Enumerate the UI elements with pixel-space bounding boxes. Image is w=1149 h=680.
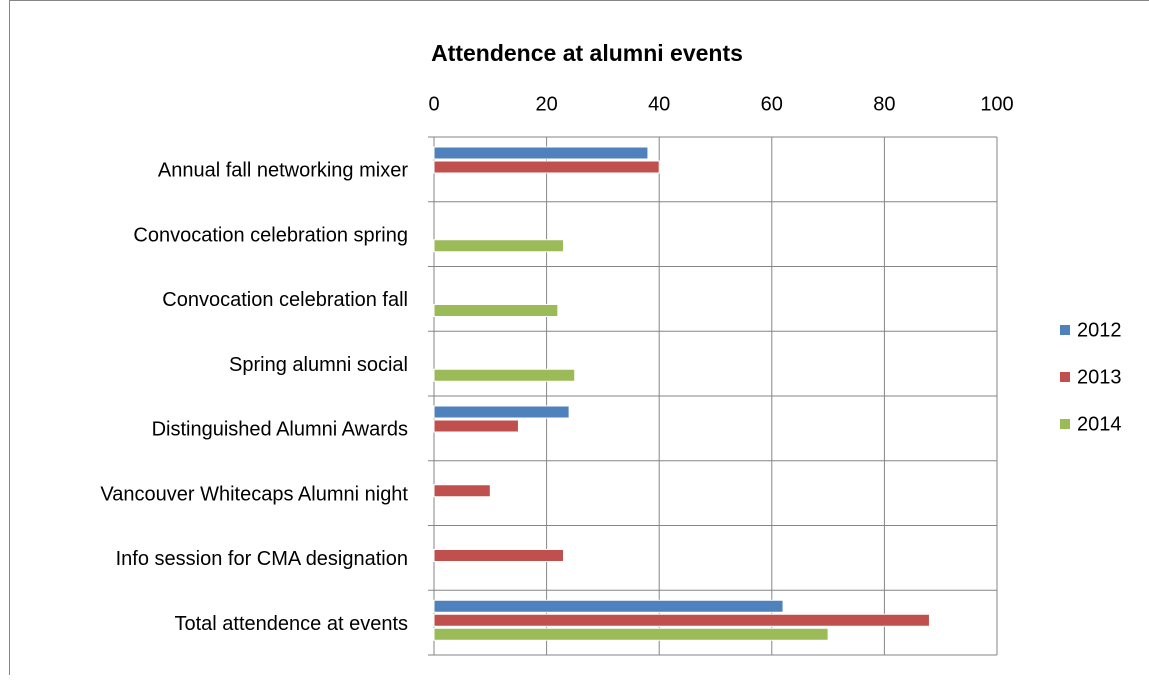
chart-border [10, 1, 1149, 676]
y-tick-label: Spring alumni social [229, 354, 408, 376]
x-tick-label: 40 [648, 93, 670, 115]
y-tick-label: Convocation celebration spring [133, 224, 408, 246]
bar [434, 628, 828, 640]
bar [434, 406, 569, 418]
bar [434, 305, 558, 317]
legend-label: 2012 [1077, 319, 1122, 341]
y-tick-label: Convocation celebration fall [162, 289, 408, 311]
legend-swatch [1060, 419, 1070, 429]
y-tick-label: Distinguished Alumni Awards [152, 419, 408, 441]
bar [434, 240, 563, 252]
bar [434, 614, 929, 626]
bar [434, 369, 575, 381]
legend-swatch [1060, 325, 1070, 335]
bar [434, 147, 648, 159]
legend-label: 2013 [1077, 366, 1122, 388]
x-tick-label: 0 [428, 93, 439, 115]
x-tick-label: 60 [761, 93, 783, 115]
y-tick-label: Vancouver Whitecaps Alumni night [100, 483, 408, 505]
bar [434, 600, 783, 612]
y-tick-label: Total attendence at events [175, 613, 409, 635]
bar [434, 485, 490, 497]
bar [434, 161, 659, 173]
x-tick-label: 20 [535, 93, 557, 115]
bar [434, 550, 563, 562]
x-tick-label: 100 [980, 93, 1013, 115]
y-tick-label: Info session for CMA designation [116, 548, 408, 570]
legend-swatch [1060, 372, 1070, 382]
bar [434, 420, 518, 432]
legend-label: 2014 [1077, 413, 1122, 435]
y-tick-label: Annual fall networking mixer [158, 160, 408, 182]
x-tick-label: 80 [873, 93, 895, 115]
chart-title: Attendence at alumni events [431, 40, 743, 66]
